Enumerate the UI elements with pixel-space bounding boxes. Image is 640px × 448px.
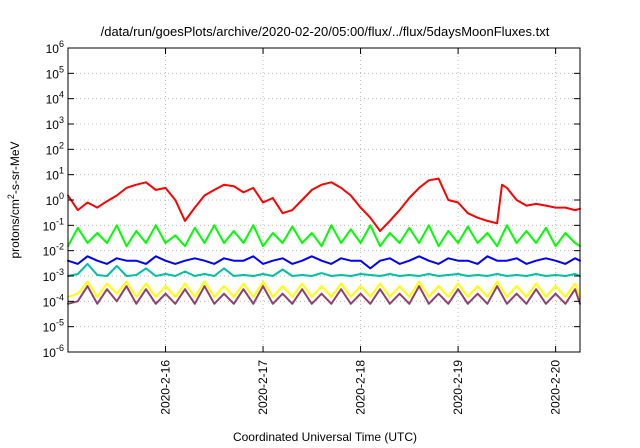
y-tick-exponent: -4 (56, 292, 64, 302)
y-axis-label: protons/cm2-s-sr-MeV (6, 141, 22, 258)
y-tick-label: 101 (46, 166, 64, 183)
y-tick-exponent: 6 (59, 39, 64, 49)
y-tick-base: 10 (43, 321, 57, 335)
y-tick-base: 10 (46, 169, 60, 183)
y-tick-label: 10-6 (43, 343, 64, 360)
y-tick-label: 105 (46, 64, 64, 81)
plot-frame (67, 47, 581, 353)
y-tick-exponent: 0 (59, 191, 64, 201)
y-tick-base: 10 (43, 346, 57, 360)
y-axis-label-main: protons/cm (8, 199, 22, 258)
series-line-3 (67, 255, 581, 270)
y-tick-base: 10 (46, 93, 60, 107)
tick-layer (68, 47, 580, 353)
grid-layer (68, 48, 580, 352)
x-tick-label: 2020-2-20 (549, 360, 563, 415)
y-tick-label: 10-4 (43, 292, 64, 309)
y-tick-base: 10 (46, 143, 60, 157)
series-line-6 (67, 285, 581, 305)
y-tick-exponent: 3 (59, 115, 64, 125)
y-tick-base: 10 (46, 118, 60, 132)
y-tick-labels: 10-610-510-410-310-210-11001011021031041… (43, 39, 64, 360)
series-line-2 (67, 224, 581, 248)
y-tick-exponent: -1 (56, 216, 64, 226)
x-tick-label: 2020-2-18 (354, 360, 368, 415)
chart-title: /data/run/goesPlots/archive/2020-02-20/0… (101, 24, 550, 39)
y-tick-exponent: 1 (59, 166, 64, 176)
x-tick-label: 2020-2-16 (159, 360, 173, 415)
y-tick-exponent: 4 (59, 90, 64, 100)
y-tick-exponent: -2 (56, 242, 64, 252)
y-tick-exponent: 2 (59, 140, 64, 150)
y-tick-base: 10 (43, 270, 57, 284)
y-tick-exponent: -5 (56, 318, 64, 328)
y-tick-exponent: -6 (56, 343, 64, 353)
y-tick-base: 10 (46, 42, 60, 56)
y-tick-label: 106 (46, 39, 64, 56)
y-axis-label-sup: 2 (6, 194, 16, 199)
y-tick-label: 102 (46, 140, 64, 157)
y-tick-exponent: -3 (56, 267, 64, 277)
x-tick-label: 2020-2-19 (451, 360, 465, 415)
y-tick-label: 103 (46, 115, 64, 132)
x-tick-label: 2020-2-17 (256, 360, 270, 415)
y-tick-base: 10 (46, 67, 60, 81)
series-layer (67, 177, 581, 305)
y-tick-label: 10-5 (43, 318, 64, 335)
y-axis-label-rest: -s-sr-MeV (8, 141, 22, 194)
y-tick-base: 10 (43, 295, 57, 309)
y-tick-label: 10-3 (43, 267, 64, 284)
y-tick-label: 10-1 (43, 216, 64, 233)
y-tick-base: 10 (46, 194, 60, 208)
y-tick-exponent: 5 (59, 64, 64, 74)
series-line-1 (67, 177, 581, 232)
y-tick-label: 104 (46, 90, 64, 107)
series-line-5 (67, 280, 581, 298)
y-tick-base: 10 (43, 245, 57, 259)
x-tick-labels: 2020-2-16 2020-2-17 2020-2-18 2020-2-19 2020… (159, 360, 563, 415)
x-axis-label: Coordinated Universal Time (UTC) (233, 430, 417, 444)
series-line-4 (67, 262, 581, 277)
y-tick-label: 100 (46, 191, 64, 208)
y-tick-base: 10 (43, 219, 57, 233)
y-tick-label: 10-2 (43, 242, 64, 259)
